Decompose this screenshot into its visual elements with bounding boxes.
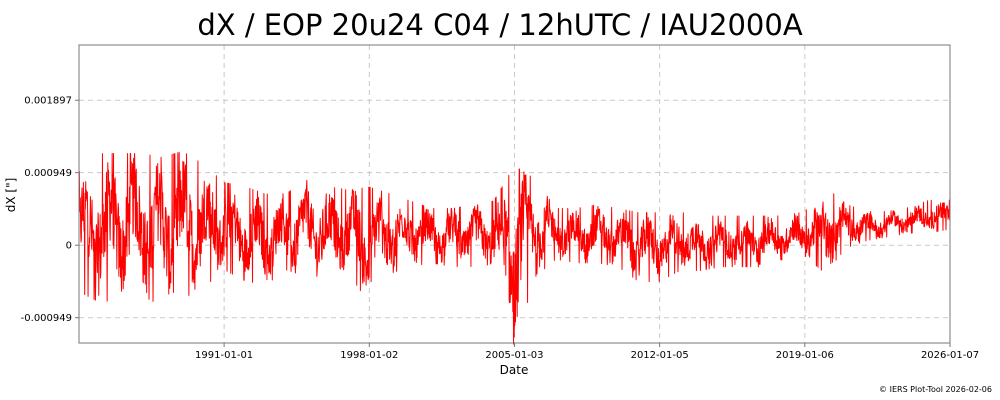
plot-area — [78, 151, 951, 345]
chart-title: dX / EOP 20u24 C04 / 12hUTC / IAU2000A — [197, 8, 802, 42]
x-tick-label: 2019-01-06 — [776, 350, 834, 361]
x-axis-label: Date — [500, 363, 529, 377]
x-tick-label: 2005-01-03 — [485, 350, 543, 361]
x-tick-label: 2026-01-07 — [921, 350, 979, 361]
y-tick-label: 0.000949 — [24, 168, 72, 179]
y-axis-label: dX ["] — [4, 178, 18, 213]
y-tick-label: 0.001897 — [24, 96, 72, 107]
x-tick-label: 1998-01-02 — [340, 350, 398, 361]
y-tick-label: -0.000949 — [21, 313, 72, 324]
x-tick-label: 2012-01-05 — [631, 350, 689, 361]
credit-text: © IERS Plot-Tool 2026-02-06 — [879, 385, 992, 394]
x-tick-label: 1991-01-01 — [195, 350, 253, 361]
axis-ticks: -0.000949 0 0.000949 0.001897 1991-01-01 1998… — [21, 96, 979, 361]
y-tick-label: 0 — [66, 241, 72, 252]
series-line — [78, 151, 951, 345]
